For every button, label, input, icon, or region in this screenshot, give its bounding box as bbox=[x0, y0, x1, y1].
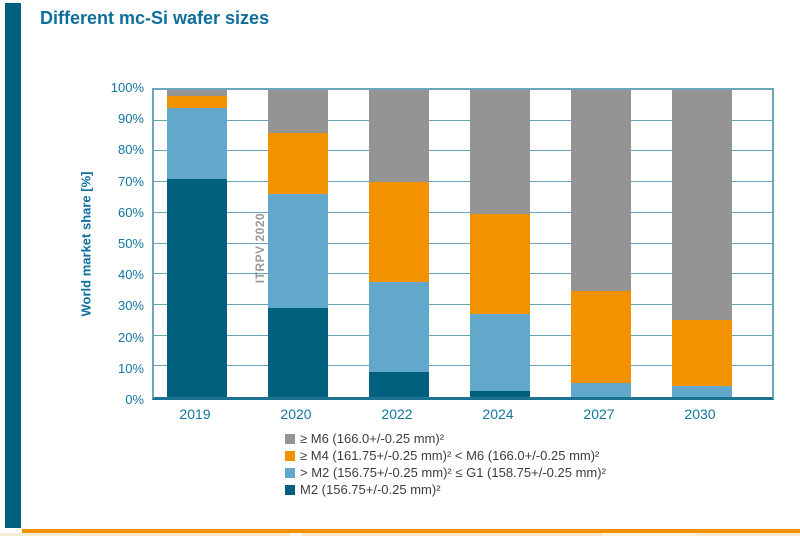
legend: ≥ M6 (166.0+/-0.25 mm)² ≥ M4 (161.75+/-0.… bbox=[285, 431, 606, 499]
gridline bbox=[154, 119, 772, 121]
bar-segment bbox=[672, 386, 732, 397]
bar-segment bbox=[369, 372, 429, 397]
footer-logo-strip bbox=[0, 533, 800, 536]
bar-segment bbox=[369, 182, 429, 282]
footer-logo-segment bbox=[0, 533, 76, 536]
gridline bbox=[154, 273, 772, 275]
legend-swatch bbox=[285, 451, 295, 461]
legend-swatch bbox=[285, 434, 295, 444]
plot-area: ITRPV 2020 bbox=[152, 88, 774, 400]
x-tick-label: 2020 bbox=[280, 406, 312, 422]
x-tick-label: 2022 bbox=[381, 406, 413, 422]
bar-segment bbox=[268, 194, 328, 308]
y-tick-label: 80% bbox=[117, 142, 144, 158]
bar-segment bbox=[571, 90, 631, 292]
bar-segment bbox=[369, 90, 429, 183]
y-axis-title: World market share [%] bbox=[78, 171, 94, 317]
y-tick-label: 50% bbox=[117, 236, 144, 251]
bar-segment bbox=[167, 179, 227, 397]
legend-label: M2 (156.75+/-0.25 mm)² bbox=[300, 482, 441, 497]
y-tick-label: 10% bbox=[117, 360, 144, 376]
bar-segment bbox=[167, 90, 227, 97]
gridline bbox=[154, 150, 772, 152]
bar-segment bbox=[268, 307, 328, 397]
x-tick-label: 2019 bbox=[179, 406, 211, 422]
bar-segment bbox=[470, 390, 530, 397]
bar-segment bbox=[470, 90, 530, 215]
footer-orange-stripe bbox=[22, 529, 800, 533]
stacked-bar-2030 bbox=[672, 90, 732, 397]
stacked-bar-2019 bbox=[167, 90, 227, 397]
stacked-bar-2024 bbox=[470, 90, 530, 397]
footer-logo-segment bbox=[697, 533, 800, 536]
legend-label: ≥ M6 (166.0+/-0.25 mm)² bbox=[300, 431, 445, 446]
gridline bbox=[154, 242, 772, 244]
bar-segment bbox=[369, 281, 429, 373]
gridline bbox=[154, 211, 772, 213]
bar-segment bbox=[571, 291, 631, 384]
y-tick-label: 40% bbox=[117, 267, 144, 283]
x-tick-label: 2030 bbox=[684, 406, 716, 422]
legend-item: ≥ M6 (166.0+/-0.25 mm)² bbox=[285, 431, 606, 447]
bar-segment bbox=[672, 90, 732, 321]
footer-logo-segment bbox=[302, 533, 602, 536]
footer-logo-segment bbox=[602, 533, 697, 536]
sidebar-accent-bar bbox=[5, 3, 21, 528]
bar-segment bbox=[571, 383, 631, 397]
y-tick-label: 90% bbox=[117, 111, 144, 127]
legend-swatch bbox=[285, 485, 295, 495]
legend-label: > M2 (156.75+/-0.25 mm)² ≤ G1 (158.75+/-… bbox=[300, 465, 606, 480]
bar-segment bbox=[268, 133, 328, 195]
legend-label: ≥ M4 (161.75+/-0.25 mm)² < M6 (166.0+/-0… bbox=[300, 448, 600, 463]
x-tick-label: 2027 bbox=[583, 406, 615, 422]
bar-segment bbox=[470, 214, 530, 315]
legend-swatch bbox=[285, 468, 295, 478]
page-title: Different mc-Si wafer sizes bbox=[40, 8, 270, 28]
legend-item: M2 (156.75+/-0.25 mm)² bbox=[285, 482, 606, 498]
bar-segment bbox=[268, 90, 328, 134]
y-tick-label: 60% bbox=[117, 204, 144, 220]
bar-segment bbox=[167, 96, 227, 109]
x-tick-label: 2024 bbox=[482, 406, 514, 422]
legend-item: ≥ M4 (161.75+/-0.25 mm)² < M6 (166.0+/-0… bbox=[285, 448, 606, 464]
bar-segment bbox=[672, 320, 732, 387]
legend-item: > M2 (156.75+/-0.25 mm)² ≤ G1 (158.75+/-… bbox=[285, 465, 606, 481]
stacked-bar-2027 bbox=[571, 90, 631, 397]
bar-segment bbox=[167, 108, 227, 180]
gridline bbox=[154, 181, 772, 183]
gridline bbox=[154, 365, 772, 367]
gridline bbox=[154, 303, 772, 305]
bar-segment bbox=[470, 314, 530, 391]
stacked-bar-2022 bbox=[369, 90, 429, 397]
y-tick-label: 100% bbox=[110, 80, 144, 95]
y-tick-label: 20% bbox=[117, 329, 144, 345]
footer-logo-segment bbox=[290, 533, 302, 536]
stacked-bar-2020 bbox=[268, 90, 328, 397]
y-tick-label: 0% bbox=[125, 392, 144, 407]
footer-logo-segment bbox=[76, 533, 290, 536]
y-tick-label: 30% bbox=[117, 298, 144, 314]
gridline bbox=[154, 334, 772, 336]
y-tick-label: 70% bbox=[117, 173, 144, 189]
